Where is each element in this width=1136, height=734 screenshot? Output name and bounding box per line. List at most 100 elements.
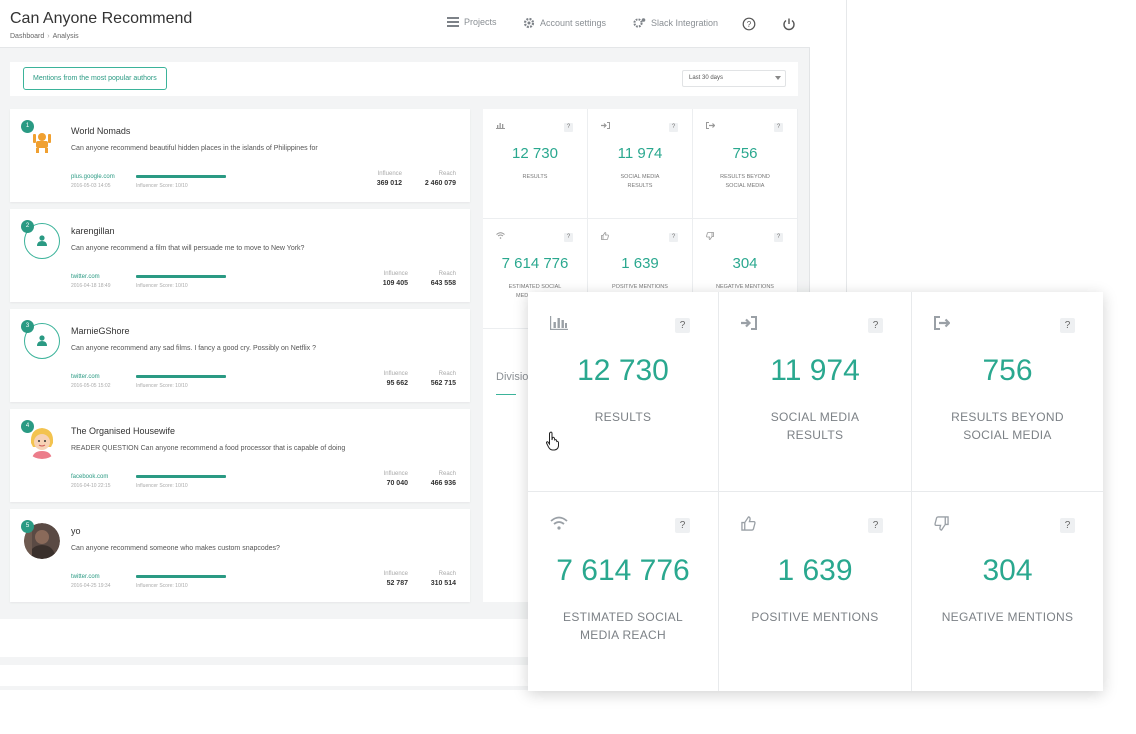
stat-label: SOCIAL MEDIA RESULTS: [770, 410, 860, 442]
rank-badge: 1: [21, 120, 34, 133]
mention-text: Can anyone recommend someone who makes c…: [71, 545, 280, 552]
mention-source-link[interactable]: facebook.com: [71, 474, 109, 480]
mention-author[interactable]: karengillan: [71, 226, 115, 236]
mention-author[interactable]: World Nomads: [71, 126, 131, 136]
nav-slack-integration[interactable]: Slack Integration: [633, 17, 718, 29]
stat-value: 7 614 776: [501, 255, 569, 272]
stat-label: RESULTS: [522, 174, 548, 180]
help-icon[interactable]: ?: [675, 518, 690, 533]
thumbs-up-icon: [741, 516, 756, 531]
sign-in-icon: [601, 122, 610, 129]
mention-date: 2016-04-10 22:15: [71, 483, 111, 489]
stat-social-media-results: ? 11 974 SOCIAL MEDIA RESULTS: [588, 109, 693, 219]
help-icon[interactable]: ?: [868, 518, 883, 533]
influencer-score: Influencer Score: 10/10: [136, 383, 188, 389]
mention-date: 2016-04-18 18:49: [71, 283, 111, 289]
influencer-score-bar: [136, 275, 226, 278]
list-icon: [447, 17, 459, 27]
help-icon[interactable]: ?: [774, 233, 783, 242]
reach-label: Reach: [438, 271, 456, 277]
help-icon[interactable]: ?: [564, 233, 573, 242]
person-icon: [37, 235, 47, 246]
influencer-score-bar: [136, 375, 226, 378]
avatar: [24, 523, 60, 559]
reach-label: Reach: [438, 471, 456, 477]
stat-label: POSITIVE MENTIONS: [612, 284, 668, 290]
mention-card[interactable]: 5 yo Can anyone recommend someone who ma…: [10, 509, 470, 602]
zoom-stat-social-media-results: ? 11 974 SOCIAL MEDIA RESULTS: [719, 292, 912, 492]
avatar: [24, 323, 60, 359]
mention-source-link[interactable]: twitter.com: [71, 274, 100, 280]
stat-label: RESULTS BEYOND SOCIAL MEDIA: [720, 174, 770, 189]
mention-source-link[interactable]: twitter.com: [71, 574, 100, 580]
help-icon[interactable]: ?: [742, 17, 756, 31]
wifi-icon: [496, 232, 505, 239]
nav-projects[interactable]: Projects: [447, 17, 497, 27]
help-icon[interactable]: ?: [1060, 518, 1075, 533]
influencer-score: Influencer Score: 10/10: [136, 583, 188, 589]
page-title: Can Anyone Recommend: [10, 10, 193, 27]
chevron-down-icon: [775, 76, 781, 80]
mention-text: Can anyone recommend a film that will pe…: [71, 245, 305, 252]
mention-date: 2016-04-25 19:34: [71, 583, 111, 589]
help-icon[interactable]: ?: [669, 123, 678, 132]
power-icon[interactable]: [782, 17, 796, 31]
thumbs-down-icon: [934, 516, 949, 531]
stat-value: 756: [982, 354, 1033, 387]
division-tab[interactable]: Divisio: [496, 371, 529, 383]
nav-account-settings-label: Account settings: [540, 18, 607, 28]
mention-author[interactable]: yo: [71, 526, 81, 536]
help-icon[interactable]: ?: [774, 123, 783, 132]
stat-value: 11 974: [617, 145, 663, 162]
breadcrumb-dashboard[interactable]: Dashboard: [10, 33, 45, 40]
reach-value: 310 514: [430, 580, 456, 587]
breadcrumb: Dashboard › Analysis: [10, 33, 79, 40]
mentions-popular-authors-button[interactable]: Mentions from the most popular authors: [23, 67, 167, 90]
help-icon[interactable]: ?: [564, 123, 573, 132]
avatar: [30, 428, 54, 459]
zoom-stat-estimated-reach: ? 7 614 776 ESTIMATED SOCIAL MEDIA REACH: [528, 492, 719, 691]
mention-card[interactable]: 3 MarnieGShore Can anyone recommend any …: [10, 309, 470, 402]
influencer-score-bar: [136, 575, 226, 578]
filter-bar: Mentions from the most popular authors L…: [10, 62, 798, 96]
influencer-score: Influencer Score: 10/10: [136, 183, 188, 189]
mention-source-link[interactable]: plus.google.com: [71, 174, 115, 180]
mention-text: READER QUESTION Can anyone recommend a f…: [71, 445, 346, 452]
mention-card[interactable]: 1 World Nomads Can anyone recommend beau…: [10, 109, 470, 202]
zoom-stat-negative-mentions: ? 304 NEGATIVE MENTIONS: [912, 492, 1103, 691]
svg-text:?: ?: [747, 20, 752, 29]
hand-cursor-icon: [545, 431, 559, 451]
mention-source-link[interactable]: twitter.com: [71, 374, 100, 380]
reach-label: Reach: [438, 571, 456, 577]
rank-badge: 4: [21, 420, 34, 433]
mention-author[interactable]: The Organised Housewife: [71, 426, 176, 436]
reach-value: 562 715: [430, 380, 456, 387]
thumbs-down-icon: [706, 232, 714, 240]
gear-icon: [523, 17, 535, 29]
stat-label: RESULTS: [594, 410, 652, 424]
help-icon[interactable]: ?: [669, 233, 678, 242]
mention-author[interactable]: MarnieGShore: [71, 326, 130, 336]
help-icon[interactable]: ?: [868, 318, 883, 333]
help-icon[interactable]: ?: [675, 318, 690, 333]
period-dropdown[interactable]: Last 30 days: [682, 70, 786, 87]
reach-label: Reach: [438, 171, 456, 177]
zoomed-stats-panel: ? 12 730 RESULTS ? 11 974 SOCIAL MEDIA RE…: [528, 292, 1103, 691]
breadcrumb-analysis[interactable]: Analysis: [52, 33, 79, 40]
bar-chart-icon: [550, 316, 568, 330]
stat-results-beyond-social: ? 756 RESULTS BEYOND SOCIAL MEDIA: [693, 109, 798, 219]
zoom-stat-results: ? 12 730 RESULTS: [528, 292, 719, 492]
influence-label: Influence: [383, 471, 408, 477]
mention-card[interactable]: 4 The Organised Housewife READER QUESTIO…: [10, 409, 470, 502]
stat-label: NEGATIVE MENTIONS: [941, 610, 1074, 624]
help-icon[interactable]: ?: [1060, 318, 1075, 333]
mention-date: 2016-05-05 15:02: [71, 383, 111, 389]
influencer-score-bar: [136, 175, 226, 178]
nav-account-settings[interactable]: Account settings: [523, 17, 606, 29]
mention-card[interactable]: 2 karengillan Can anyone recommend a fil…: [10, 209, 470, 302]
influencer-score: Influencer Score: 10/10: [136, 283, 188, 289]
influencer-score-bar: [136, 475, 226, 478]
stat-positive-mentions: ? 1 639 POSITIVE MENTIONS: [588, 219, 693, 329]
division-tab-underline: [496, 394, 516, 395]
